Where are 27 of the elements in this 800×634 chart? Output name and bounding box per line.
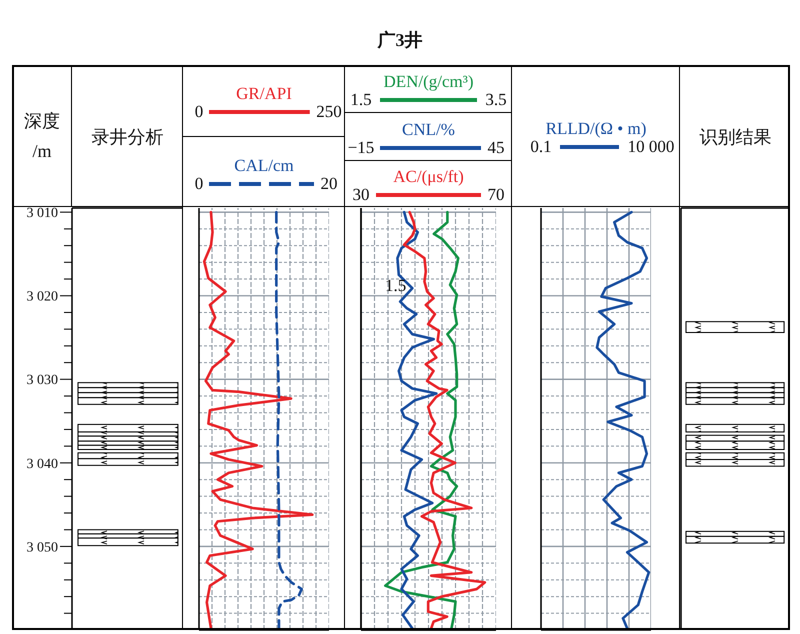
x2-tick-label: 20 <box>320 174 338 192</box>
x-tick-label: 70 <box>488 185 504 204</box>
x-tick-label: 3.5 <box>485 90 507 109</box>
y-tick-label: 3 010 <box>26 206 58 222</box>
x-tick-label: 250 <box>316 102 342 120</box>
x2-tick-label: 0 <box>194 174 204 192</box>
x-tick-label: 0.1 <box>530 137 552 156</box>
x-tick-label: 识别结果 <box>700 126 772 147</box>
y-tick-label: 3 030 <box>26 373 58 388</box>
x2-tick-label: 45 <box>488 138 504 157</box>
annotation: 1.5 <box>385 276 406 296</box>
x-tick-label: 10 000 <box>628 137 674 156</box>
y-axis-title: 深度/m <box>23 110 61 163</box>
x-tick-label: 30 <box>352 185 370 204</box>
text: CNL/% <box>401 120 456 139</box>
text: DEN/(g/cm³) <box>382 72 475 91</box>
series-label: AC/(μs/ft) <box>392 167 465 186</box>
chart-title: 广3井 <box>376 29 424 52</box>
x-tick-label: 1.5 <box>350 90 372 109</box>
text: CAL/cm <box>233 156 295 174</box>
y-tick-label: 3 020 <box>26 290 58 305</box>
text: GR/API <box>235 84 293 102</box>
text: RLLD/(Ω • m) <box>544 119 648 138</box>
y-tick-label: 3 050 <box>26 540 58 556</box>
x-tick-label: 录井分析 <box>92 126 164 147</box>
y-tick-label: 3 040 <box>26 456 58 472</box>
x2-tick-label: −15 <box>348 138 374 157</box>
